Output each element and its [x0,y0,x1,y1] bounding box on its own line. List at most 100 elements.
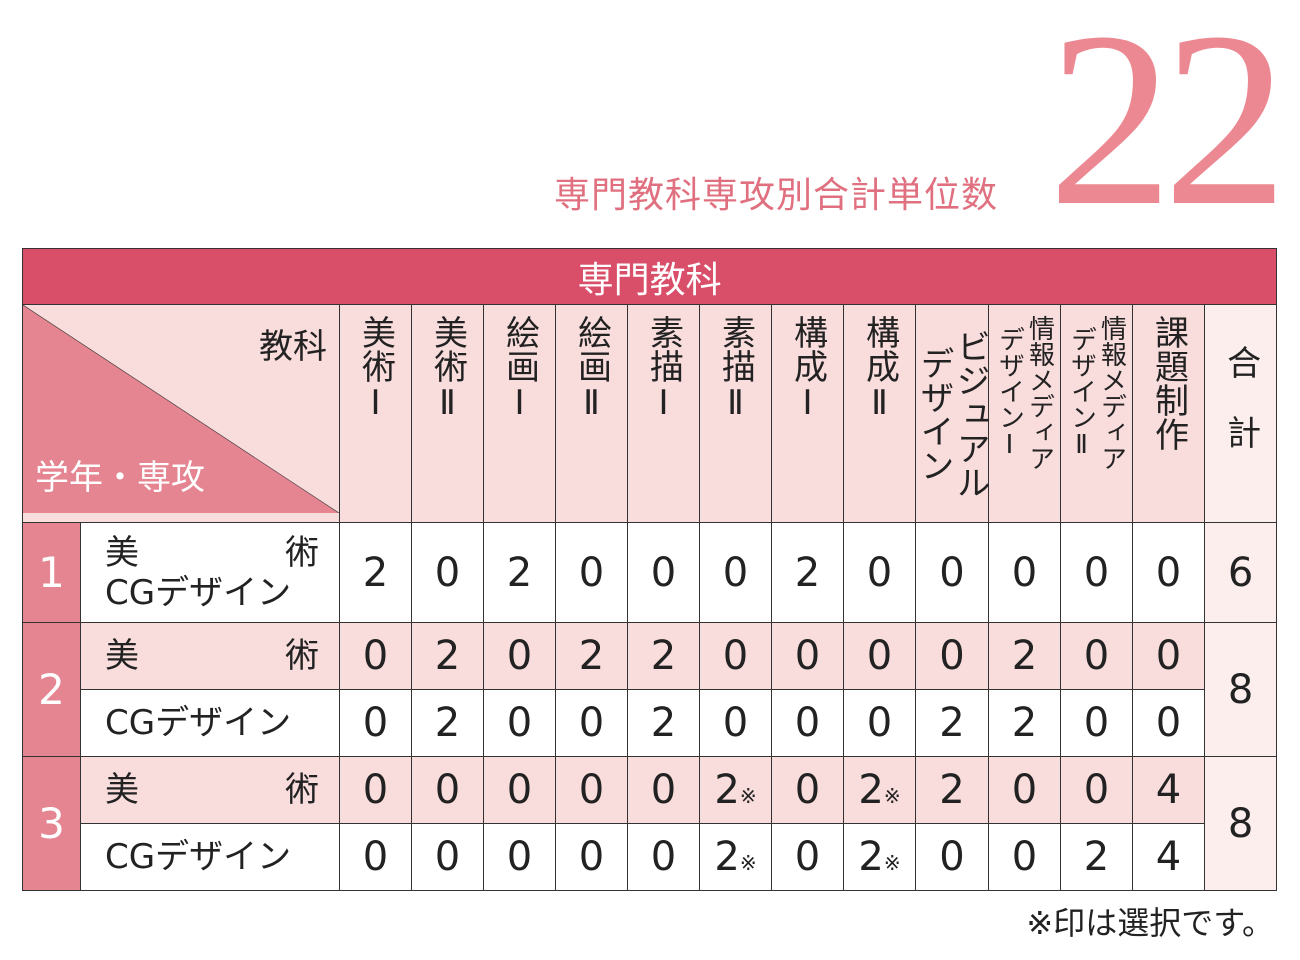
credit: 4 [1155,834,1182,880]
credit-cell: 0 [411,522,484,623]
credit-cell: 2 [627,689,700,757]
data-row: 1 美術 CGデザイン 2 0 2 0 0 0 2 0 0 0 0 0 6 [22,522,1278,623]
column-header: 情報メディア デザインⅠ [988,304,1061,523]
corner-box: 教科 学年・専攻 [23,305,339,513]
big-number: 22 [1048,0,1288,258]
credit-suffix: ※ [739,851,757,875]
major-name: CGデザイン [80,823,340,891]
column-label-line: 構成Ⅱ [859,315,900,423]
credit: 0 [362,767,389,813]
column-label-line: 絵画Ⅰ [499,315,540,423]
credit-cell: 2 [411,689,484,757]
column-label: 素描Ⅱ [716,305,756,423]
credit-cell: 4 [1132,756,1205,824]
column-label-line: ビジュアルデザイン [914,329,990,499]
credit: 0 [794,700,821,746]
credit: 2 [794,549,821,596]
credit-cell: 0 [1132,689,1205,757]
credit: 0 [506,834,533,880]
credit-cell: 2 [1060,823,1133,891]
credit-cell: 0 [339,622,412,690]
credit: 0 [722,549,749,596]
major-name-line: 美術 [105,636,319,676]
credit: 2 [858,767,884,813]
credit-cell: 0 [339,756,412,824]
column-label-line: デザインⅡ [1066,326,1097,460]
credit: 0 [1011,834,1038,880]
total: 8 [1203,622,1278,757]
credit-cell: 0 [771,756,844,824]
column-header: 構成Ⅱ [843,304,916,523]
title: 専門教科専攻別合計単位数 [553,175,998,216]
credit: 0 [1155,633,1182,679]
credit: 0 [794,633,821,679]
credit: 0 [1155,700,1182,746]
credit-cell: 0 [555,756,628,824]
data-row: CGデザイン 0 2 0 0 2 0 0 0 2 2 0 0 [23,689,1277,757]
column-label: 美術Ⅱ [428,305,468,423]
credit: 0 [362,633,389,679]
corner-top: 教科 [259,327,327,367]
major-name: 美術 CGデザイン [80,522,340,623]
credit-cell: 2 [411,622,484,690]
credit-cell: 0 [483,823,556,891]
column-label-line: 情報メディア [1096,315,1127,471]
column-label-line: 素描Ⅰ [643,315,684,423]
credit-cell: 0 [771,622,844,690]
credit-suffix: ※ [883,784,901,808]
year: 3 [22,756,81,891]
column-header: 構成Ⅰ [771,304,844,523]
credit-suffix: ※ [739,784,757,808]
credit: 2 [1011,633,1038,679]
credit: 2 [714,834,740,880]
credit: 0 [434,834,461,880]
credit-cell: 0 [627,756,700,824]
credit-cell: 0 [411,756,484,824]
credit-cell: 0 [1060,622,1133,690]
credit: 0 [794,834,821,880]
caption-row: 専門教科 [21,248,1278,305]
credit-cell: 0 [483,756,556,824]
column-label: 情報メディア デザインⅡ [1067,305,1127,471]
diagonal [23,305,339,513]
major-name: CGデザイン [80,689,340,757]
credit-cell: 0 [1060,756,1133,824]
column-label-line: 美術Ⅰ [355,315,396,423]
credit-cell: 0 [1060,689,1133,757]
credit: 0 [578,767,605,813]
credit: 0 [1011,767,1038,813]
data-row: 3 美術 0 0 0 0 0 2※ 0 2※ 2 0 0 4 8 [22,756,1278,891]
column-label: 美術Ⅰ [355,305,396,423]
column-label: 構成Ⅱ [859,305,900,423]
column-header: 情報メディア デザインⅡ [1060,304,1133,523]
credit: 0 [866,633,893,679]
credit-cell: 0 [771,689,844,757]
credit-cell: 2 [771,522,844,623]
column-header: 課題制作 [1132,304,1205,523]
credit: 0 [650,767,677,813]
credit: 0 [1083,767,1110,813]
credit-cell: 0 [915,622,989,690]
column-label-line: デザインⅠ [994,326,1025,460]
credit: 0 [939,633,965,679]
credit-cell: 0 [411,823,484,891]
credit-cell: 0 [843,689,916,757]
total: 8 [1203,756,1278,891]
credit-cell: 0 [1060,522,1133,623]
credit-cell: 0 [1132,522,1205,623]
credit-cell: 0 [988,522,1061,623]
credit-cell: 2※ [699,756,772,824]
column-label-line: 情報メディア [1024,315,1055,471]
column-header: 絵画Ⅰ [483,304,556,523]
credit: 0 [578,549,605,596]
credit: 2 [578,633,605,679]
credit: 0 [650,834,677,880]
major-name: 美術 [80,756,340,824]
column-label: 構成Ⅰ [788,305,828,423]
credit: 0 [650,549,677,596]
major-name-line: 美術 [105,770,319,810]
credit: 0 [722,700,749,746]
credit: 0 [1011,549,1038,596]
credit-cell: 0 [699,622,772,690]
